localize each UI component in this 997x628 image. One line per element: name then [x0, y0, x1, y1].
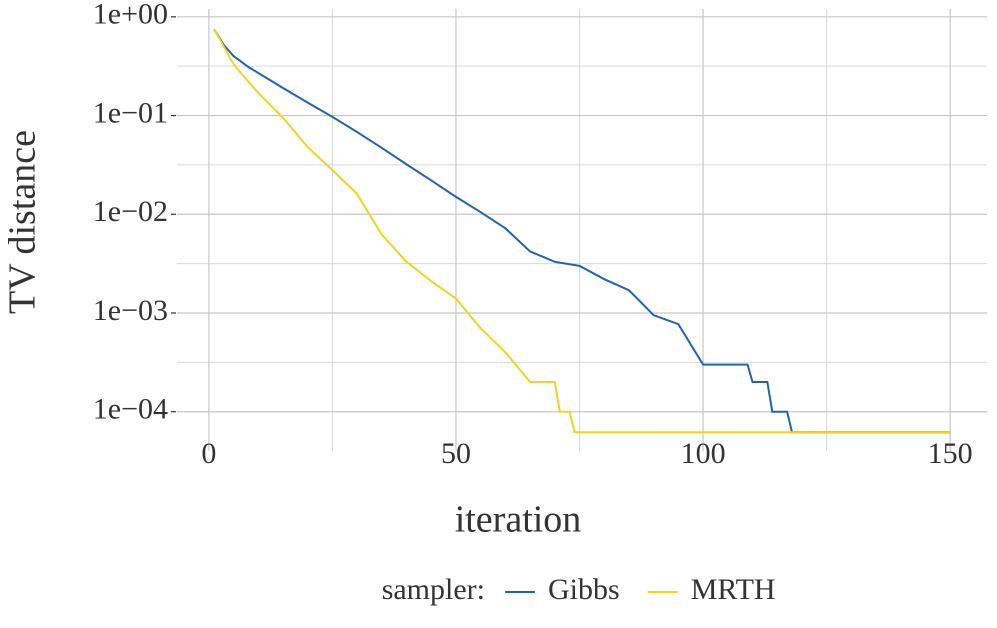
legend-title: sampler: — [382, 573, 485, 606]
x-tick-label: 100 — [681, 437, 726, 470]
y-tick-label: 1e−01 — [93, 96, 168, 129]
y-tick-label: 1e−03 — [93, 294, 168, 327]
series-line — [212, 28, 951, 434]
y-tick-label: 1e−04 — [93, 393, 168, 426]
x-tick-label: 50 — [441, 437, 471, 470]
y-axis-title: TV distance — [2, 130, 44, 314]
x-tick-label: 0 — [201, 437, 216, 470]
series-line — [212, 28, 951, 434]
x-tick-label: 150 — [928, 437, 973, 470]
y-tick-label: 1e−02 — [93, 195, 168, 228]
legend-label: MRTH — [691, 573, 776, 606]
y-tick-label: 1e+00 — [93, 0, 168, 31]
x-axis-title: iteration — [455, 499, 582, 541]
legend-label: Gibbs — [548, 573, 620, 606]
